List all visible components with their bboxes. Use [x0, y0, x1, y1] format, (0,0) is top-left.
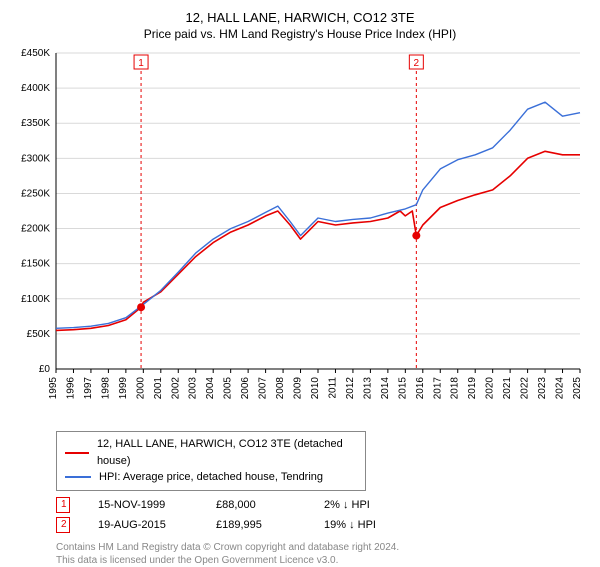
sale-date: 15-NOV-1999: [98, 499, 188, 511]
chart-title-block: 12, HALL LANE, HARWICH, CO12 3TE Price p…: [12, 10, 588, 41]
sale-diff: 2% ↓ HPI: [324, 499, 404, 511]
svg-text:2018: 2018: [450, 377, 461, 400]
svg-text:2012: 2012: [345, 377, 356, 400]
sale-marker-icon: 1: [56, 497, 70, 513]
legend-label: 12, HALL LANE, HARWICH, CO12 3TE (detach…: [97, 436, 357, 469]
sale-row: 2 19-AUG-2015 £189,995 19% ↓ HPI: [56, 515, 588, 535]
legend-label: HPI: Average price, detached house, Tend…: [99, 469, 323, 486]
svg-text:2019: 2019: [467, 377, 478, 400]
svg-text:£50K: £50K: [27, 329, 51, 340]
svg-text:2001: 2001: [153, 377, 164, 400]
svg-text:2015: 2015: [397, 377, 408, 400]
svg-text:2003: 2003: [188, 377, 199, 400]
svg-text:2021: 2021: [502, 377, 513, 400]
svg-text:2010: 2010: [310, 377, 321, 400]
footnote: Contains HM Land Registry data © Crown c…: [56, 541, 588, 567]
chart-canvas: £0 £50K £100K £150K £200K £250K £300K £350K £400…: [12, 49, 588, 429]
legend-item: 12, HALL LANE, HARWICH, CO12 3TE (detach…: [65, 436, 357, 469]
legend-item: HPI: Average price, detached house, Tend…: [65, 469, 357, 486]
chart-subtitle: Price paid vs. HM Land Registry's House …: [12, 27, 588, 41]
svg-text:1999: 1999: [118, 377, 129, 400]
svg-text:2022: 2022: [520, 377, 531, 400]
svg-text:2023: 2023: [537, 377, 548, 400]
svg-text:1996: 1996: [65, 377, 76, 400]
svg-text:2002: 2002: [170, 377, 181, 400]
legend: 12, HALL LANE, HARWICH, CO12 3TE (detach…: [56, 431, 366, 491]
svg-text:2008: 2008: [275, 377, 286, 400]
svg-text:2013: 2013: [362, 377, 373, 400]
legend-swatch: [65, 452, 89, 454]
price-chart: £0 £50K £100K £150K £200K £250K £300K £350K £400…: [12, 49, 588, 429]
svg-text:2004: 2004: [205, 377, 216, 400]
sales-table: 1 15-NOV-1999 £88,000 2% ↓ HPI 2 19-AUG-…: [56, 495, 588, 535]
svg-text:£0: £0: [39, 364, 51, 375]
svg-text:2014: 2014: [380, 377, 391, 400]
svg-text:2005: 2005: [223, 377, 234, 400]
svg-text:2: 2: [414, 58, 420, 69]
svg-text:2011: 2011: [327, 377, 338, 399]
sale-price: £88,000: [216, 499, 296, 511]
footnote-line: Contains HM Land Registry data © Crown c…: [56, 541, 588, 554]
svg-text:1997: 1997: [83, 377, 94, 400]
svg-text:£400K: £400K: [21, 83, 50, 94]
chart-title: 12, HALL LANE, HARWICH, CO12 3TE: [12, 10, 588, 25]
svg-text:£150K: £150K: [21, 259, 50, 270]
svg-text:1995: 1995: [48, 377, 59, 400]
sale-diff: 19% ↓ HPI: [324, 519, 404, 531]
svg-text:£250K: £250K: [21, 188, 50, 199]
svg-text:1998: 1998: [100, 377, 111, 400]
svg-text:£450K: £450K: [21, 49, 50, 59]
sale-price: £189,995: [216, 519, 296, 531]
svg-text:£200K: £200K: [21, 224, 50, 235]
svg-text:2016: 2016: [415, 377, 426, 400]
svg-text:2007: 2007: [258, 377, 269, 400]
sale-row: 1 15-NOV-1999 £88,000 2% ↓ HPI: [56, 495, 588, 515]
svg-text:2006: 2006: [240, 377, 251, 400]
svg-text:2020: 2020: [485, 377, 496, 400]
footnote-line: This data is licensed under the Open Gov…: [56, 554, 588, 567]
svg-text:2000: 2000: [135, 377, 146, 400]
sale-date: 19-AUG-2015: [98, 519, 188, 531]
svg-text:2024: 2024: [555, 377, 566, 400]
svg-text:£100K: £100K: [21, 294, 50, 305]
svg-text:£300K: £300K: [21, 153, 50, 164]
legend-swatch: [65, 476, 91, 478]
svg-text:2009: 2009: [293, 377, 304, 400]
svg-text:1: 1: [138, 58, 144, 69]
svg-text:2025: 2025: [572, 377, 583, 400]
svg-text:£350K: £350K: [21, 118, 50, 129]
sale-marker-icon: 2: [56, 517, 70, 533]
svg-text:2017: 2017: [432, 377, 443, 400]
